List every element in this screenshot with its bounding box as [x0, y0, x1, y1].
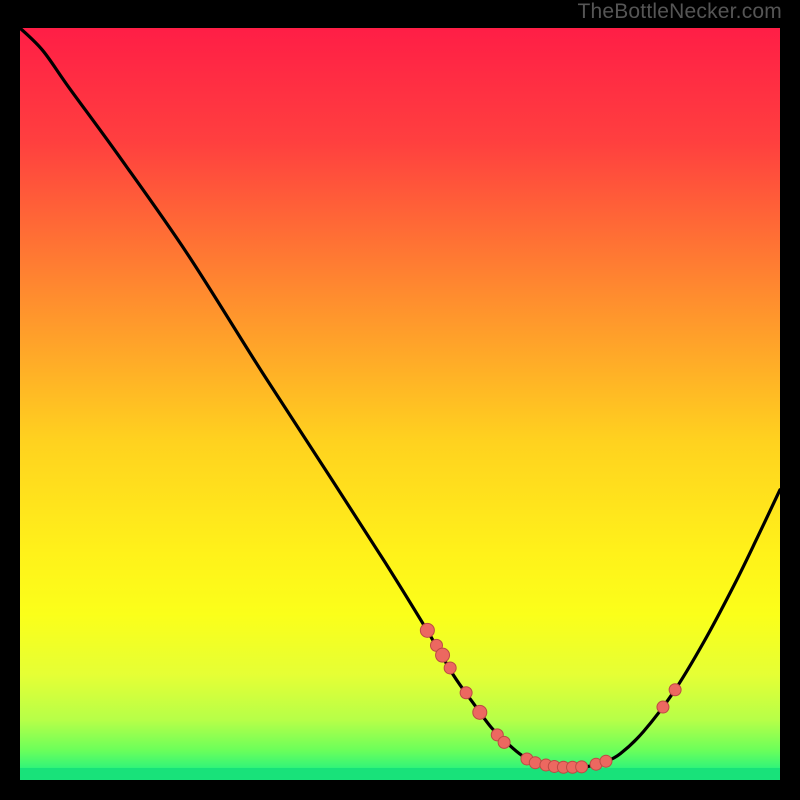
data-marker	[669, 684, 681, 696]
data-marker	[529, 757, 541, 769]
chart-canvas	[20, 28, 780, 780]
data-marker	[460, 687, 472, 699]
data-marker	[444, 662, 456, 674]
watermark-label: TheBottleNecker.com	[577, 0, 782, 24]
chart-background	[20, 28, 780, 780]
data-marker	[576, 761, 588, 773]
data-marker	[600, 755, 612, 767]
data-marker	[498, 736, 510, 748]
data-marker	[657, 701, 669, 713]
data-marker	[436, 648, 450, 662]
data-marker	[473, 705, 487, 719]
data-marker	[420, 623, 434, 637]
chart-bottom-band	[20, 768, 780, 780]
